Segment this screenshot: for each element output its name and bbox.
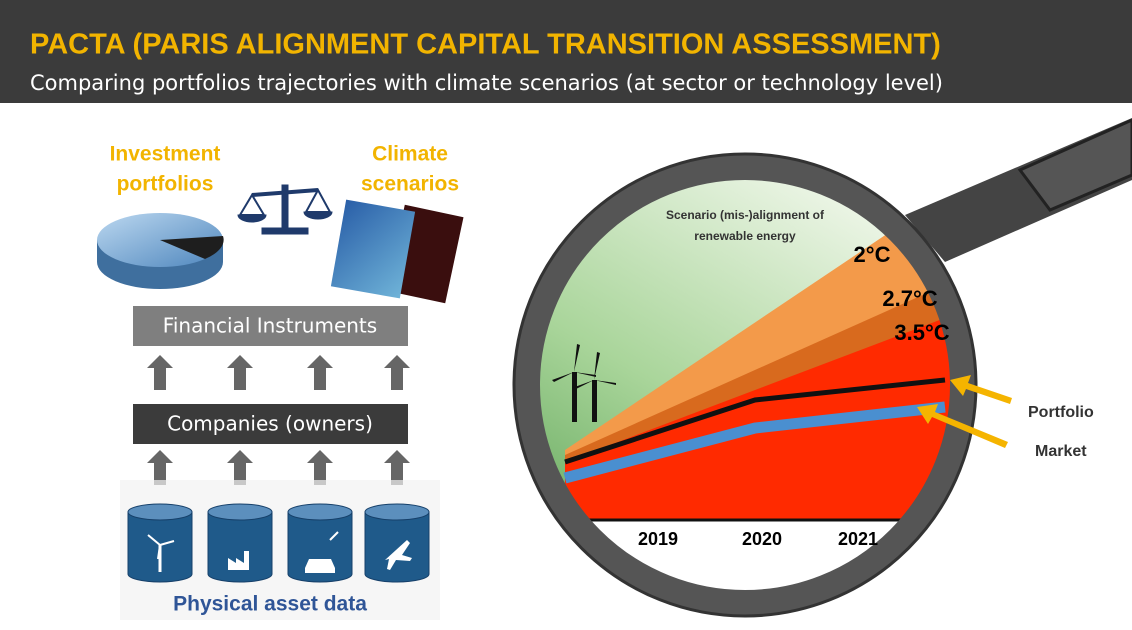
asset-databases: Physical asset data <box>120 480 440 620</box>
label: 3.5°C <box>894 320 949 345</box>
companies: Companies (owners) <box>133 404 408 444</box>
label: Comparing portfolios trajectories with c… <box>30 71 943 95</box>
arrows-part <box>307 450 333 485</box>
magnifier-handle <box>905 118 1132 262</box>
lens-chart-part-part <box>592 380 597 422</box>
arrows-part <box>307 355 333 390</box>
balance-icon-part <box>262 228 308 234</box>
infographic: PACTA (PARIS ALIGNMENT CAPITAL TRANSITIO… <box>0 0 1132 630</box>
label: Climate <box>372 143 448 166</box>
pointer-label: Portfolio <box>1028 404 1094 421</box>
balance-icon-part <box>306 190 330 212</box>
label: Investment <box>110 143 221 166</box>
header: PACTA (PARIS ALIGNMENT CAPITAL TRANSITIO… <box>0 0 1132 103</box>
label: 2°C <box>854 242 891 267</box>
asset-databases-part-part <box>208 512 272 582</box>
label: scenarios <box>361 173 459 196</box>
arrows-part <box>227 450 253 485</box>
asset-databases-part-part <box>208 504 272 520</box>
asset-databases-part-part <box>305 559 335 573</box>
label: Physical asset data <box>173 593 367 616</box>
balance-icon-part <box>240 195 264 215</box>
pointer-label: Market <box>1035 443 1087 460</box>
arrows-part <box>147 355 173 390</box>
balance-icon <box>238 185 332 234</box>
balance-icon-part <box>252 190 318 195</box>
financial-instruments: Financial Instruments <box>133 306 408 346</box>
arrows-part <box>384 450 410 485</box>
portfolio-pie: Investment portfolios <box>97 143 224 289</box>
label: portfolios <box>117 173 214 196</box>
label: Scenario (mis-)alignment of <box>666 208 825 222</box>
label: PACTA (PARIS ALIGNMENT CAPITAL TRANSITIO… <box>30 29 941 61</box>
label: 2020 <box>742 529 782 549</box>
lens-chart-part-part <box>572 372 577 422</box>
asset-databases-part-part <box>128 504 192 520</box>
arrows-part <box>384 355 410 390</box>
scenario-reports: Climate scenarios <box>331 143 464 304</box>
label: renewable energy <box>694 229 796 243</box>
asset-databases-part-part <box>288 504 352 520</box>
asset-databases-part-part <box>365 512 429 582</box>
arrows-part <box>147 450 173 485</box>
balance-icon-part <box>304 212 332 219</box>
asset-databases-part-part <box>365 504 429 520</box>
label: 2021 <box>838 529 878 549</box>
label: Companies (owners) <box>167 412 373 436</box>
label: 2019 <box>638 529 678 549</box>
balance-icon-part <box>238 215 266 222</box>
label: Financial Instruments <box>163 314 377 338</box>
arrows-part <box>227 355 253 390</box>
label: 2.7°C <box>882 286 937 311</box>
